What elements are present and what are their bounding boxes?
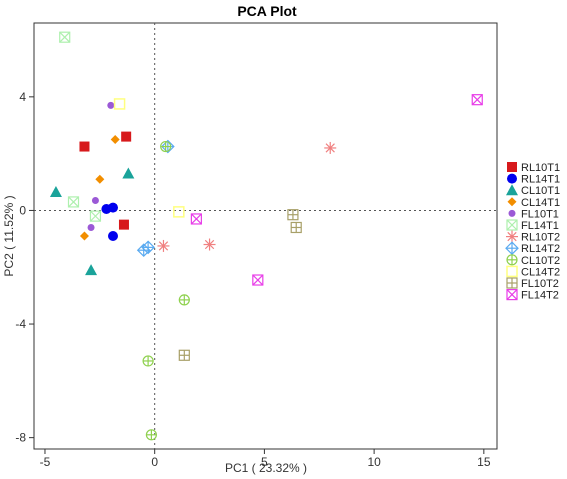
y-tick-label: -4 bbox=[15, 317, 26, 331]
data-point-fl14t2 bbox=[471, 94, 483, 106]
data-point-cl10t2 bbox=[142, 355, 154, 367]
legend-label: CL14T1 bbox=[521, 197, 560, 209]
legend-label: CL10T1 bbox=[521, 185, 560, 197]
data-point-rl10t1 bbox=[79, 141, 90, 152]
legend-item-fl10t2: FL10T2 bbox=[506, 277, 559, 290]
data-point-rl14t1 bbox=[107, 202, 118, 213]
legend-label: FL10T2 bbox=[521, 278, 559, 290]
series-cl14t2 bbox=[113, 98, 185, 218]
data-point-fl14t2 bbox=[252, 274, 264, 286]
legend-label: RL14T1 bbox=[521, 174, 560, 186]
data-point-rl10t2 bbox=[157, 239, 170, 252]
legend-item-fl14t2: FL14T2 bbox=[506, 289, 559, 302]
series-fl14t1 bbox=[59, 31, 102, 222]
legend-item-rl14t2: RL14T2 bbox=[505, 241, 560, 256]
legend-label: RL14T2 bbox=[521, 243, 560, 255]
data-point-rl14t2 bbox=[136, 243, 151, 258]
legend-label: FL14T2 bbox=[521, 290, 559, 302]
legend-marker bbox=[506, 277, 518, 289]
legend-item-fl10t1: FL10T1 bbox=[508, 208, 559, 220]
data-point-cl10t1 bbox=[85, 264, 98, 276]
legend-label: RL10T2 bbox=[521, 232, 560, 244]
legend-marker bbox=[508, 209, 516, 217]
y-tick-label: 0 bbox=[19, 203, 26, 217]
data-point-fl10t1 bbox=[107, 101, 115, 109]
data-point-fl10t1 bbox=[91, 197, 99, 204]
legend-label: FL14T1 bbox=[521, 220, 559, 232]
legend-marker bbox=[507, 197, 517, 207]
legend-marker bbox=[507, 162, 517, 172]
legend-marker bbox=[506, 184, 518, 196]
data-point-cl14t2 bbox=[173, 206, 185, 218]
x-axis-title: PC1 ( 23.32% ) bbox=[225, 461, 307, 475]
data-point-cl14t1 bbox=[79, 231, 89, 241]
legend-item-cl10t2: CL10T2 bbox=[506, 254, 560, 267]
legend-item-cl10t1: CL10T1 bbox=[506, 184, 560, 197]
y-axis-title: PC2 ( 11.52% ) bbox=[2, 195, 16, 276]
legend-marker bbox=[506, 254, 518, 266]
data-point-fl10t1 bbox=[87, 223, 95, 231]
data-point-fl14t1 bbox=[67, 196, 80, 208]
legend-item-rl10t1: RL10T1 bbox=[507, 162, 560, 174]
chart-title: PCA Plot bbox=[237, 3, 297, 19]
series-fl10t1 bbox=[87, 101, 115, 231]
data-point-fl10t2 bbox=[178, 349, 190, 361]
legend-label: RL10T1 bbox=[521, 162, 560, 174]
series-fl14t2 bbox=[190, 94, 483, 286]
data-point-cl14t2 bbox=[113, 98, 126, 110]
series-cl14t1 bbox=[79, 134, 120, 241]
reference-lines bbox=[34, 23, 497, 449]
data-point-cl10t1 bbox=[122, 167, 135, 179]
legend-item-fl14t1: FL14T1 bbox=[506, 219, 559, 232]
series-rl10t2 bbox=[157, 141, 337, 252]
data-point-rl10t2 bbox=[203, 238, 216, 251]
legend-item-cl14t2: CL14T2 bbox=[506, 265, 560, 278]
series-fl10t2 bbox=[178, 209, 302, 361]
x-tick-label: -5 bbox=[40, 455, 51, 469]
data-point-fl10t2 bbox=[290, 221, 302, 234]
legend-item-rl14t1: RL14T1 bbox=[507, 173, 560, 186]
legend-item-cl14t1: CL14T1 bbox=[507, 197, 560, 209]
legend-label: CL14T2 bbox=[521, 266, 560, 278]
data-point-fl14t1 bbox=[89, 210, 102, 222]
data-point-rl14t1 bbox=[107, 231, 118, 241]
data-point-fl14t1 bbox=[59, 31, 71, 43]
x-tick-label: 10 bbox=[367, 455, 381, 469]
series-rl10t1 bbox=[79, 131, 132, 230]
data-point-cl10t2 bbox=[160, 140, 172, 153]
legend-marker bbox=[507, 173, 517, 184]
data-point-rl10t1 bbox=[121, 131, 132, 142]
x-tick-label: 5 bbox=[261, 455, 268, 469]
legend-marker bbox=[506, 230, 518, 243]
data-points bbox=[49, 31, 483, 441]
legend-marker bbox=[506, 265, 518, 278]
series-rl14t2 bbox=[136, 139, 175, 258]
data-point-rl10t1 bbox=[118, 219, 129, 230]
data-point-cl10t2 bbox=[145, 429, 157, 441]
data-point-fl14t2 bbox=[190, 213, 202, 225]
data-point-cl14t1 bbox=[95, 174, 105, 184]
x-tick-label: 15 bbox=[477, 455, 491, 469]
series-cl10t1 bbox=[49, 167, 135, 276]
y-tick-label: -8 bbox=[15, 431, 26, 445]
legend: RL10T1RL14T1CL10T1CL14T1FL10T1FL14T1RL10… bbox=[505, 162, 560, 302]
data-point-cl14t1 bbox=[110, 134, 120, 144]
axis-ticks: -5 0 5 10 15 -8 -4 0 4 bbox=[15, 90, 491, 469]
x-tick-label: 0 bbox=[151, 455, 158, 469]
legend-marker bbox=[506, 219, 518, 231]
data-point-cl10t1 bbox=[49, 185, 62, 197]
legend-label: FL10T1 bbox=[521, 208, 559, 220]
data-point-fl10t2 bbox=[287, 209, 299, 221]
data-point-rl10t2 bbox=[324, 141, 337, 154]
plot-frame bbox=[33, 22, 498, 450]
legend-label: CL10T2 bbox=[521, 255, 560, 267]
y-tick-label: 4 bbox=[19, 90, 26, 104]
legend-marker bbox=[506, 289, 518, 301]
legend-item-rl10t2: RL10T2 bbox=[506, 230, 560, 244]
legend-marker bbox=[505, 241, 519, 256]
series-cl10t2 bbox=[142, 140, 190, 441]
series-rl14t1 bbox=[101, 202, 118, 241]
data-point-cl10t2 bbox=[178, 294, 190, 306]
